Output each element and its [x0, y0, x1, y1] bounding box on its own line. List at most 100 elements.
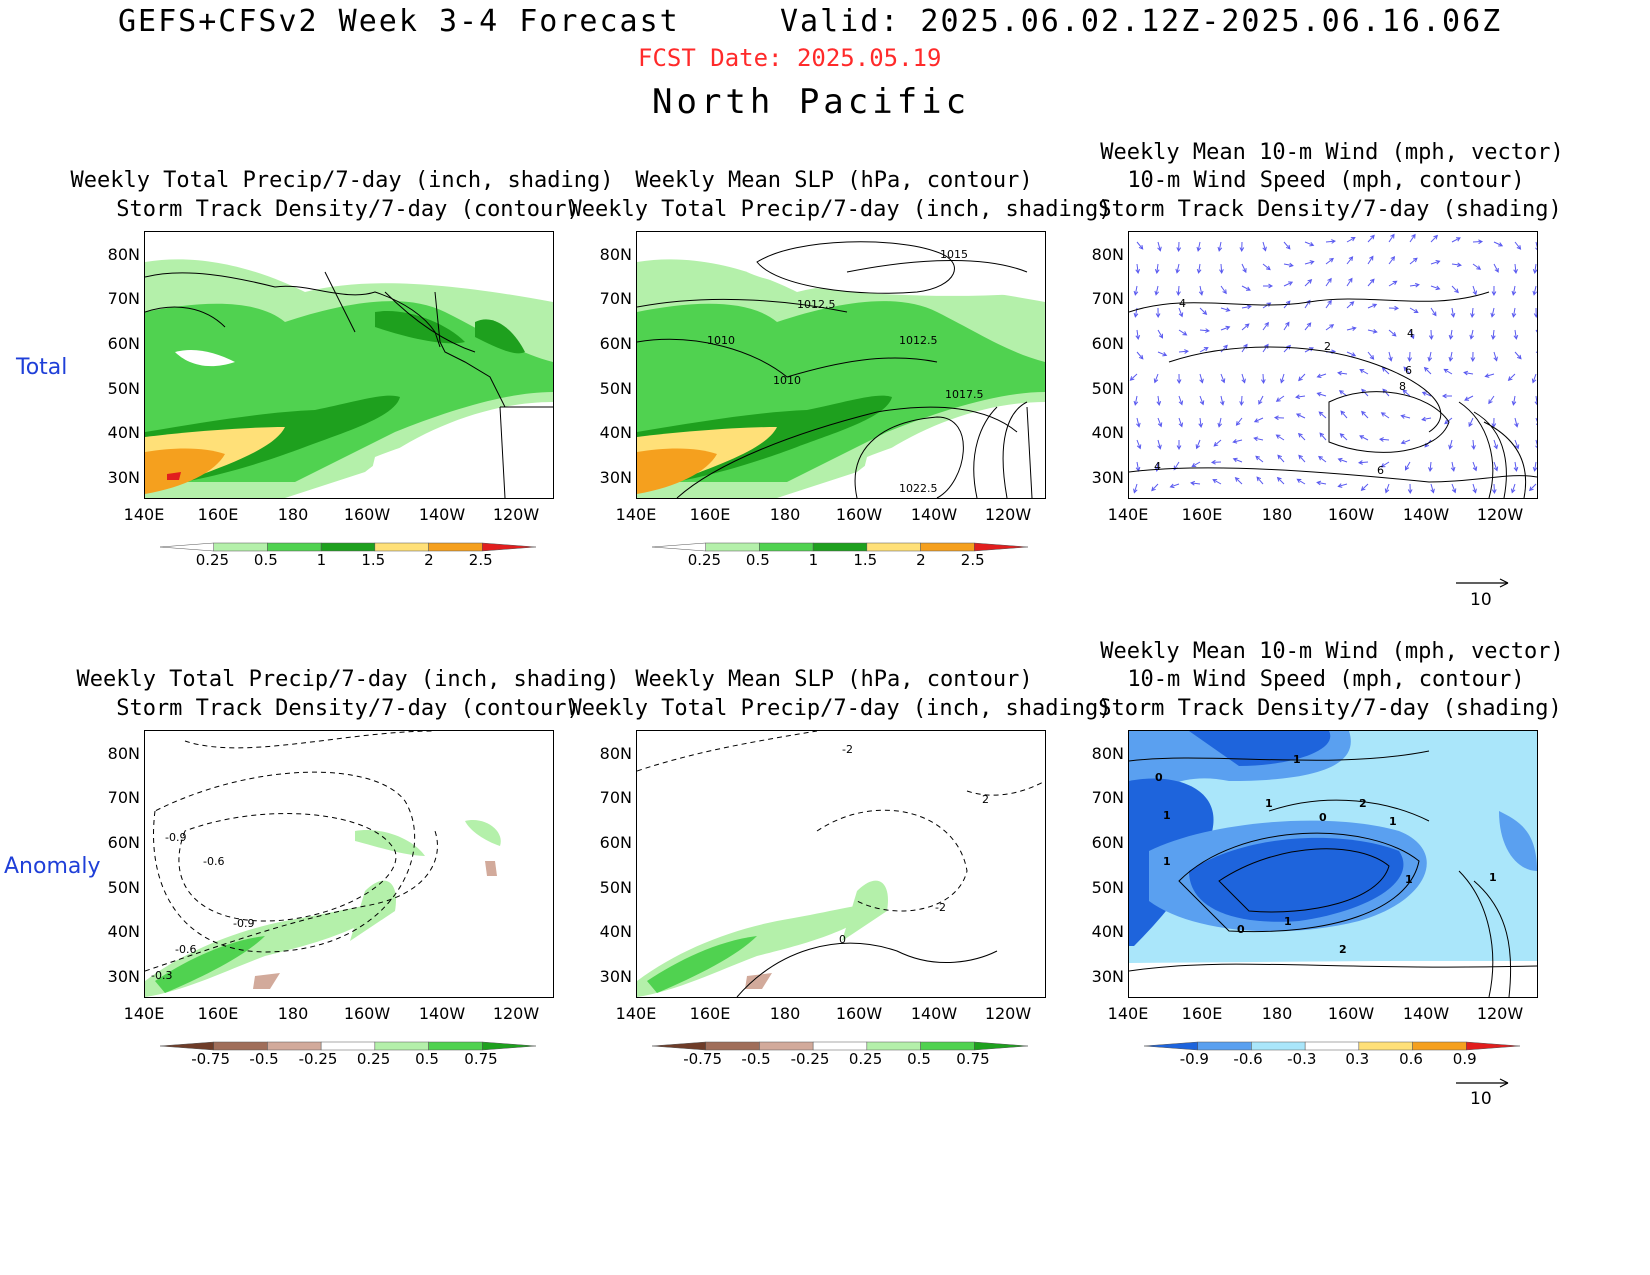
wind-vector-arrow [1196, 263, 1202, 274]
storm-anom-label: 0 [1155, 771, 1163, 784]
storm-anom-label: -0.9 [165, 831, 186, 844]
wind-vector-arrow [1280, 373, 1285, 384]
wind-vector-arrow [1262, 302, 1272, 309]
lon-tick-label: 180 [277, 505, 309, 524]
wind-vector-arrow [1535, 439, 1537, 449]
wind-vector-arrow [1535, 351, 1537, 353]
wind-vector-arrow [1199, 347, 1209, 353]
wind-vector-arrow [1319, 432, 1327, 441]
wind-vector-arrow [1213, 439, 1222, 447]
wind-speed-label: 6 [1377, 464, 1384, 477]
colorbar-swatch [1358, 1041, 1413, 1051]
wind-vector-arrow [1513, 263, 1518, 274]
valid-period: Valid: 2025.06.02.12Z-2025.06.16.06Z [780, 4, 1503, 39]
panel5-title-line2: Weekly Total Precip/7-day (inch, shading… [568, 696, 1112, 721]
lon-tick-label: 120W [1476, 505, 1524, 524]
lon-tick-label: 160E [197, 505, 239, 524]
lat-tick-label: 70N [599, 289, 632, 308]
wind-vector-arrow [1361, 410, 1369, 419]
wind-vector-arrow [1448, 351, 1454, 362]
storm-anom-label: -0.9 [233, 917, 254, 930]
wind-vector-arrow [1451, 262, 1462, 268]
wind-vector-arrow [1493, 461, 1499, 472]
wind-vector-arrow [1220, 325, 1231, 331]
wind-vector-arrow [1346, 301, 1355, 309]
colorbar-tick-label: 0.9 [1452, 1050, 1477, 1068]
colorbar-swatch [213, 542, 268, 552]
storm-anom-label: 1 [1489, 871, 1497, 884]
wind-vector-arrow [1241, 263, 1247, 274]
lon-tick-label: 120W [492, 505, 540, 524]
lat-tick-label: 40N [1091, 423, 1124, 442]
wind-vector-arrow [1283, 344, 1291, 353]
lat-tick-label: 50N [1091, 878, 1124, 897]
slp-anom-label: -2 [842, 743, 853, 756]
lat-tick-label: 50N [1091, 379, 1124, 398]
slp-label: 1010 [707, 334, 735, 347]
lat-tick-label: 60N [107, 334, 140, 353]
lon-tick-label: 140E [615, 1004, 657, 1023]
wind-vector-arrow [1346, 351, 1357, 357]
wind-vector-arrow [1346, 256, 1354, 265]
wind-vector-arrow [1535, 417, 1537, 426]
panel4-title-line1: Weekly Total Precip/7-day (inch, shading… [76, 667, 620, 692]
wind-vector-arrow [1493, 241, 1504, 247]
lon-tick-label: 180 [277, 1004, 309, 1023]
panel6-title-line2: 10-m Wind Speed (mph, contour) [1127, 667, 1525, 692]
lon-tick-label: 160W [343, 1004, 391, 1023]
wind-vector-arrow [1367, 255, 1374, 265]
wind-vector-arrow [1491, 417, 1497, 429]
wind-vector-arrow [1297, 432, 1306, 441]
wind-vector-arrow [1241, 304, 1252, 310]
wind-vector-arrow [1178, 307, 1184, 318]
wind-vector-arrow [1409, 307, 1419, 314]
colorbar-swatch [482, 542, 537, 552]
panel2-title-line1: Weekly Mean SLP (hPa, contour) [635, 168, 1033, 193]
colorbar-tick-label: 1 [316, 551, 327, 569]
wind-vector-arrow [1441, 393, 1453, 399]
colorbar-swatch [213, 1041, 268, 1051]
wind-vector-arrow [1430, 483, 1435, 494]
lat-tick-label: 80N [107, 245, 140, 264]
colorbar-swatch [267, 1041, 322, 1051]
wind-vector-arrow [1199, 307, 1208, 316]
wind-speed-label: 4 [1407, 327, 1414, 340]
wind-speed-label: 6 [1405, 364, 1412, 377]
wind-vector-arrow [1367, 278, 1375, 287]
wind-vector-arrow [1198, 417, 1204, 428]
region-title: North Pacific [652, 82, 971, 122]
wind-vector-arrow [1232, 439, 1243, 444]
colorbar-tick-label: -0.25 [790, 1050, 830, 1068]
lat-tick-label: 30N [107, 468, 140, 487]
wind-vector-arrow [1157, 439, 1162, 450]
wind-vector-arrow [1359, 435, 1369, 441]
wind-vector-arrow [1232, 457, 1243, 463]
colorbar-tick-label: -0.3 [1287, 1050, 1317, 1068]
wind-vector-arrow [1262, 263, 1271, 271]
reference-vector-icon [1456, 578, 1509, 588]
colorbar-swatch [1466, 1041, 1521, 1051]
colorbar-swatch [974, 542, 1029, 552]
panel6-title-line3: Storm Track Density/7-day (shading) [1098, 696, 1562, 721]
wind-vector-arrow [1219, 395, 1225, 406]
wind-vector-arrow [1296, 478, 1306, 485]
panel6-title-line1: Weekly Mean 10-m Wind (mph, vector) [1100, 639, 1564, 664]
wind-vector-arrow [1155, 307, 1161, 319]
wind-vector-arrow [1255, 455, 1264, 463]
lat-tick-label: 70N [107, 788, 140, 807]
colorbar-tick-label: 0.25 [848, 1050, 883, 1068]
wind-vector-arrow [1514, 241, 1522, 250]
map-panel-total-wind: 4 2 4 8 6 4 6 [1128, 231, 1538, 499]
panel2-title-line2: Weekly Total Precip/7-day (inch, shading… [568, 197, 1112, 222]
lat-tick-label: 40N [599, 423, 632, 442]
wind-vector-arrow [1239, 241, 1245, 253]
wind-vector-arrow [1156, 395, 1162, 406]
wind-vector-arrow [1199, 328, 1210, 333]
colorbar-swatch [812, 1041, 868, 1051]
wind-vector-arrow [1388, 305, 1400, 311]
colorbar-swatch [1304, 1041, 1360, 1051]
slp-label: 1012.5 [899, 334, 938, 347]
colorbar-tick-label: -0.5 [249, 1050, 279, 1068]
lon-tick-label: 160W [835, 505, 883, 524]
colorbar-swatch [320, 1041, 376, 1051]
